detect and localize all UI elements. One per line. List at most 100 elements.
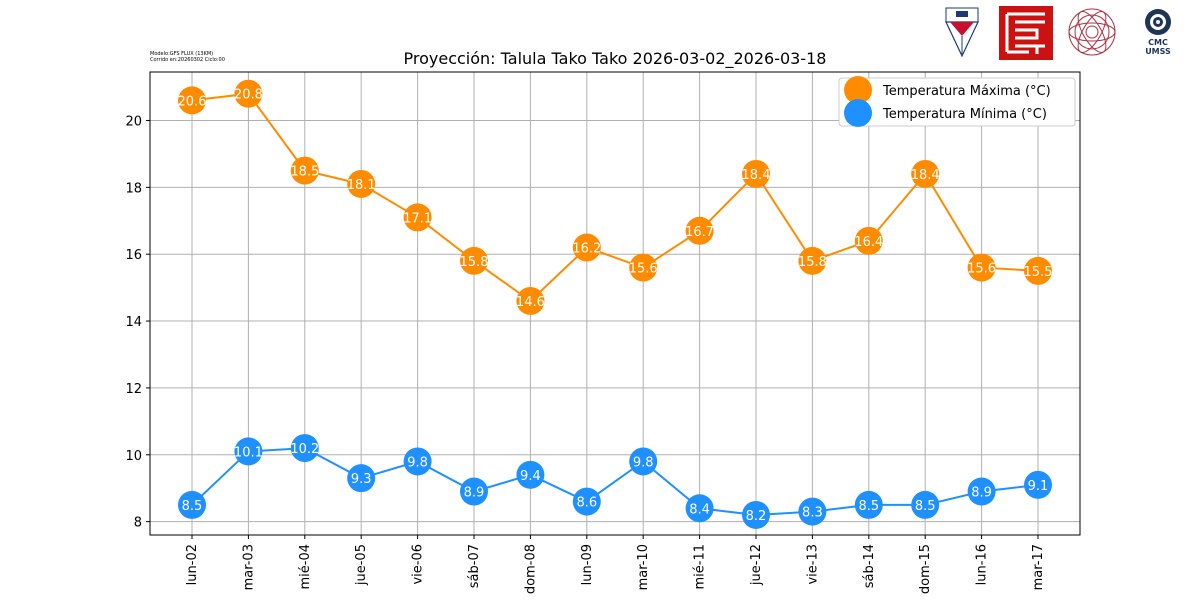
data-label-0: 20.6 [178,94,207,109]
data-label-0: 15.6 [629,262,658,277]
data-point-1 [290,434,319,463]
umss-crest-logo [945,7,979,58]
x-tick-label: mié-04 [298,544,313,590]
institution-seal-logo [1068,8,1116,56]
model-info-line-2: Corrido en:20260302 Ciclo:00 [150,57,225,63]
series-line-0 [191,92,1039,303]
legend-box [838,77,1076,127]
cmc-logo-text: CMC UMSS [1141,38,1175,56]
data-point-0 [572,233,601,262]
data-point-0 [347,169,376,198]
data-label-0: 20.8 [234,88,263,103]
data-label-1: 8.2 [746,509,767,524]
data-point-1 [629,447,658,476]
data-point-0 [516,286,545,315]
y-tick-label: 18 [125,181,142,196]
data-label-0: 18.5 [290,165,319,180]
data-label-0: 16.2 [572,242,601,257]
data-point-0 [911,159,940,188]
chart-title: Proyección: Talula Tako Tako 2026-03-02_… [404,49,827,69]
data-point-1 [572,487,601,516]
data-label-1: 9.8 [633,455,654,470]
y-tick-label: 10 [125,449,142,464]
x-tick-label: lun-09 [580,544,595,585]
data-point-1 [911,490,940,519]
umss-label: UMSS [1145,47,1171,56]
data-label-1: 8.5 [858,499,879,514]
x-tick-label: sáb-07 [467,544,482,588]
data-label-1: 8.5 [915,499,936,514]
x-tick-label: lun-16 [975,544,990,585]
data-point-0 [798,246,827,275]
cmc-label: CMC [1148,38,1168,47]
data-point-0 [1024,256,1052,285]
data-label-0: 18.4 [742,168,771,183]
data-label-1: 9.4 [520,469,541,484]
y-tick-label: 8 [134,516,142,531]
data-point-1 [516,460,545,489]
data-label-1: 10.2 [290,442,319,457]
legend-marker-0 [844,76,872,104]
data-label-0: 15.5 [1024,265,1053,280]
data-point-0 [967,253,996,282]
data-label-0: 18.4 [911,168,940,183]
data-label-0: 15.8 [460,255,489,270]
x-tick-label: vie-13 [805,544,820,585]
data-point-0 [234,79,263,108]
x-tick-label: mié-11 [693,544,708,590]
legend-label-0: Temperatura Máxima (°C) [882,84,1051,99]
data-point-0 [854,226,883,255]
data-label-0: 16.4 [854,235,883,250]
x-tick-label: sáb-14 [862,544,877,588]
x-tick-label: mar-03 [241,544,256,590]
x-tick-label: mar-17 [1031,544,1046,590]
data-point-1 [854,490,883,519]
data-point-1 [967,477,996,506]
data-point-1 [347,464,376,493]
x-tick-label: jue-12 [749,544,764,586]
data-label-1: 8.3 [802,506,823,521]
data-point-1 [234,437,263,466]
data-point-0 [290,156,319,185]
x-tick-label: dom-15 [918,544,933,594]
plot-frame [149,71,1081,536]
data-label-0: 15.8 [798,255,827,270]
x-tick-label: vie-06 [411,544,426,585]
legend-marker-1 [844,99,872,127]
data-point-0 [178,86,206,115]
x-tick-label: jue-05 [354,544,369,586]
data-point-1 [742,500,770,529]
data-point-0 [742,159,770,188]
cmc-gear-logo [1145,9,1171,35]
data-label-1: 8.6 [576,496,597,511]
y-tick-label: 16 [125,248,142,263]
data-label-0: 14.6 [516,295,545,310]
legend-label-1: Temperatura Mínima (°C) [882,107,1047,122]
y-tick-label: 20 [125,114,142,129]
series-line-1 [191,447,1039,516]
data-label-0: 18.1 [347,178,376,193]
data-label-1: 9.3 [351,472,372,487]
x-tick-label: mar-10 [636,544,651,590]
data-label-1: 10.1 [234,445,263,460]
data-point-1 [178,490,206,519]
x-tick-label: dom-08 [523,544,538,594]
data-point-0 [629,253,658,282]
data-point-0 [685,216,714,245]
y-tick-label: 12 [125,382,142,397]
data-label-1: 9.8 [407,455,428,470]
model-info-line-1: Modelo:GFS FLUX (13KM) [150,51,214,57]
plot-area [150,72,1080,535]
data-label-0: 17.1 [403,211,432,226]
red-square-logo [999,6,1053,60]
y-tick-label: 14 [125,315,142,330]
data-point-1 [460,477,488,506]
data-point-1 [798,497,827,526]
data-label-0: 15.6 [967,262,996,277]
data-label-1: 8.5 [182,499,203,514]
data-label-1: 8.4 [689,502,710,517]
data-label-1: 8.9 [971,486,992,501]
x-tick-label: lun-02 [185,544,200,585]
data-label-0: 16.7 [685,225,714,240]
